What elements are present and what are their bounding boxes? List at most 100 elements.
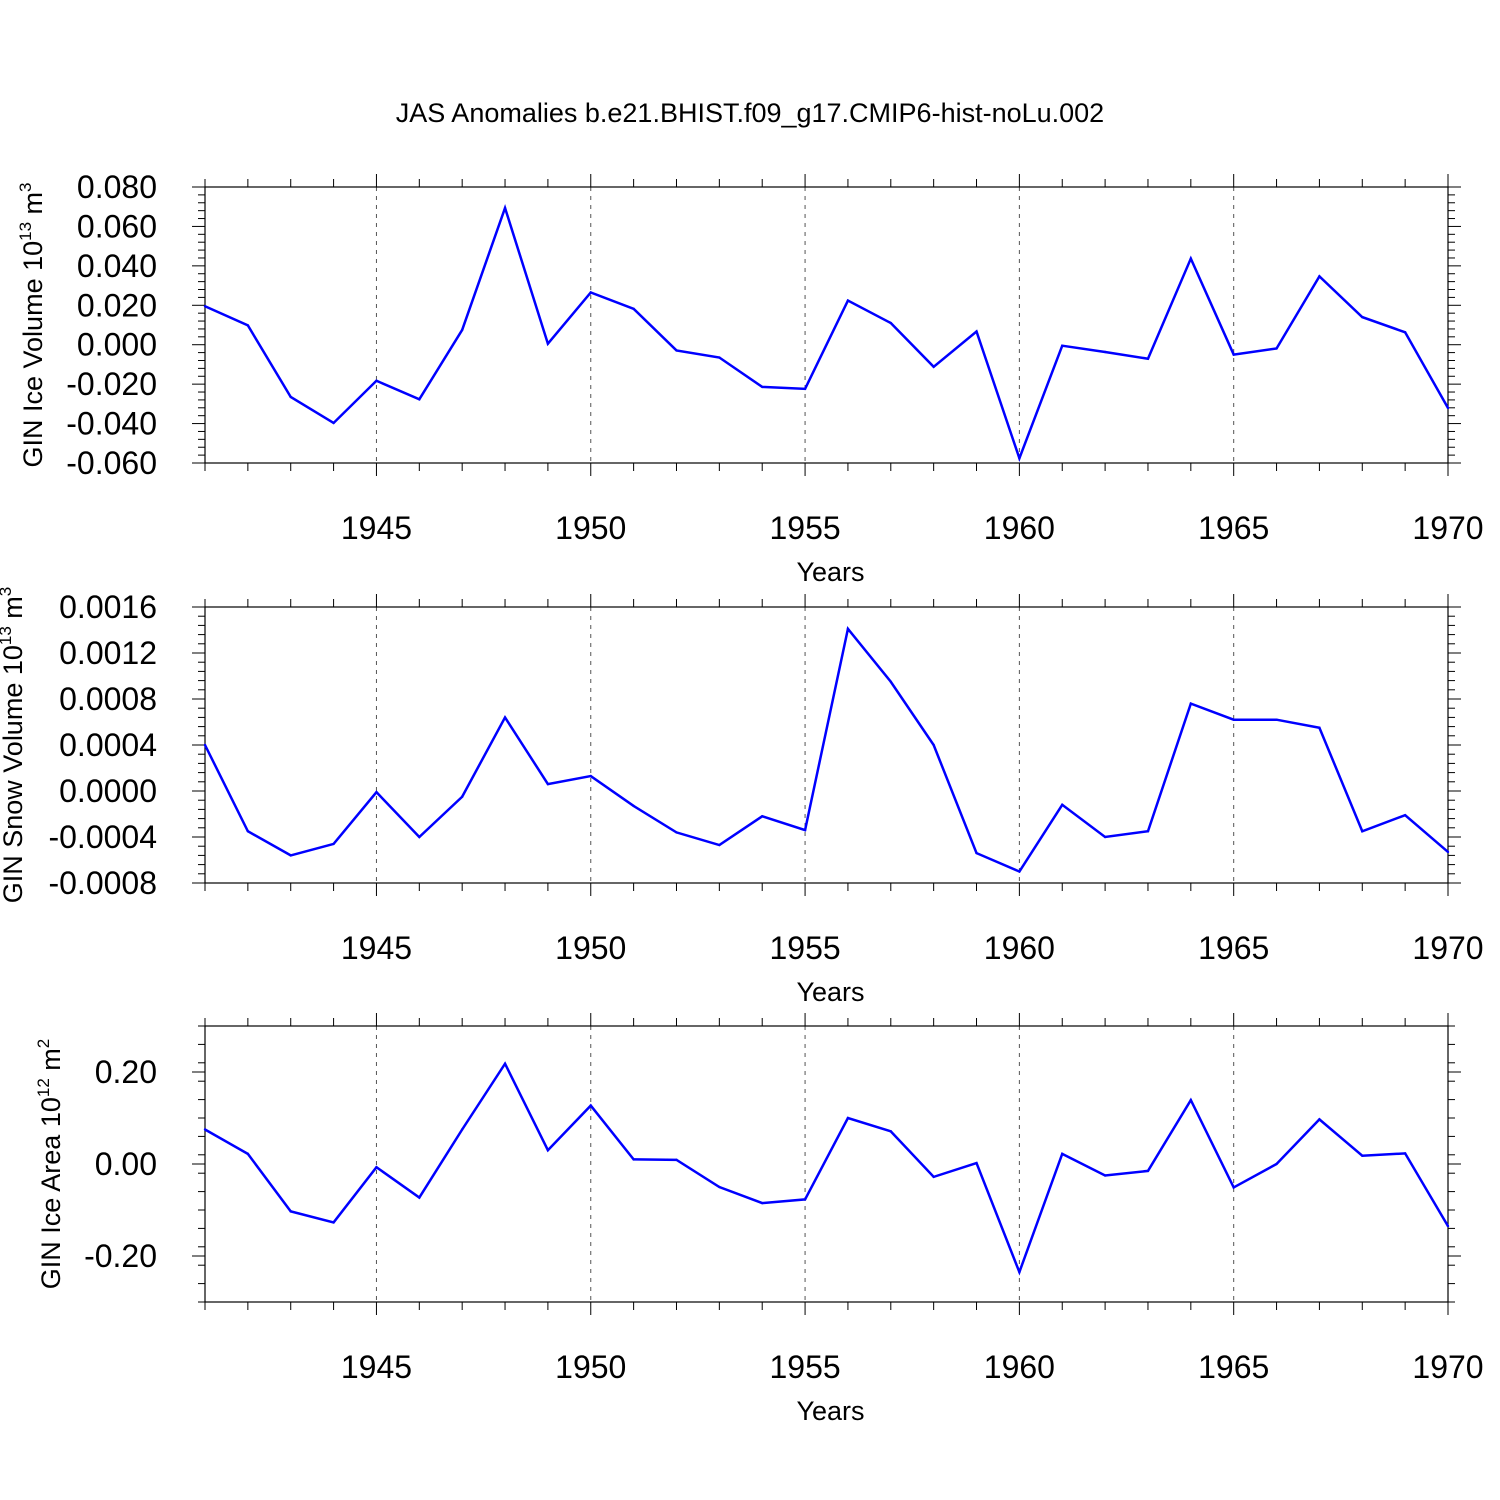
x-tick-label: 1945 [341, 510, 412, 546]
data-point [1403, 1152, 1407, 1155]
data-point [932, 1175, 935, 1179]
x-tick-label: 1955 [769, 1349, 840, 1385]
data-point [632, 307, 635, 311]
data-point [1146, 357, 1150, 360]
data-point [1361, 315, 1364, 319]
data-point [460, 328, 464, 332]
data-point [375, 790, 378, 794]
data-point [1446, 850, 1450, 854]
y-tick-label: -0.020 [66, 366, 157, 402]
data-point [1275, 718, 1278, 721]
data-point [632, 1158, 635, 1161]
data-point [803, 387, 807, 391]
data-point [1403, 331, 1407, 334]
data-point [1318, 1118, 1321, 1121]
data-point [589, 774, 592, 778]
data-point [1275, 347, 1278, 350]
data-point [1318, 726, 1321, 729]
data-point [1189, 702, 1193, 705]
y-tick-label: 0.0008 [59, 681, 157, 717]
data-point [975, 851, 978, 855]
data-point [1061, 1152, 1064, 1156]
x-tick-label: 1955 [769, 510, 840, 546]
data-point [675, 349, 678, 352]
data-point [1018, 457, 1021, 460]
x-tick-label: 1970 [1412, 930, 1483, 966]
plot-frame [204, 186, 1449, 464]
x-tick-label: 1950 [555, 510, 626, 546]
x-tick-label: 1960 [984, 1349, 1055, 1385]
data-point [460, 1128, 464, 1131]
data-point [546, 782, 550, 786]
data-point [246, 830, 250, 833]
series-line [204, 1061, 1450, 1276]
data-point [1018, 870, 1021, 873]
data-point [246, 1152, 250, 1156]
data-point [1103, 350, 1107, 354]
plot-frame [204, 1025, 1449, 1303]
x-tick-label: 1960 [984, 510, 1055, 546]
data-point [846, 1116, 850, 1120]
data-point [503, 1062, 507, 1065]
x-tick-label: 1955 [769, 930, 840, 966]
y-tick-label: 0.080 [77, 169, 157, 205]
data-point [761, 1201, 764, 1205]
data-point [332, 842, 335, 846]
data-point [889, 1130, 892, 1133]
data-point [1275, 1162, 1278, 1166]
y-tick-label: 0.000 [77, 327, 157, 363]
y-tick-label: 0.0004 [59, 727, 157, 763]
data-point [932, 365, 935, 368]
x-tick-label: 1945 [341, 1349, 412, 1385]
data-point [332, 421, 335, 425]
x-tick-label: 1965 [1198, 510, 1269, 546]
data-point [1403, 813, 1407, 817]
data-point [418, 398, 421, 401]
data-point [718, 843, 721, 847]
y-axis-title: GIN Ice Area 1012 m2 [34, 1039, 66, 1290]
data-point [718, 1185, 721, 1189]
data-point [1103, 1174, 1107, 1177]
y-tick-label: 0.0016 [59, 589, 157, 625]
x-tick-label: 1950 [555, 930, 626, 966]
data-point [846, 627, 850, 631]
data-point [675, 1158, 678, 1162]
data-point [761, 385, 764, 389]
series-line [204, 203, 1450, 462]
x-axis-title: Years [796, 1396, 864, 1426]
x-tick-label: 1965 [1198, 1349, 1269, 1385]
y-tick-label: 0.060 [77, 208, 157, 244]
x-tick-label: 1960 [984, 930, 1055, 966]
y-tick-label: 0.0012 [59, 635, 157, 671]
data-point [889, 321, 892, 325]
x-axis-title: Years [796, 557, 864, 587]
data-point [761, 815, 764, 818]
data-point [1361, 1154, 1364, 1157]
data-point [460, 795, 464, 798]
y-axis-title: GIN Ice Volume 1013 m3 [16, 182, 48, 467]
data-point [1361, 830, 1364, 833]
data-point [1061, 803, 1064, 806]
data-point [803, 828, 807, 832]
data-point [503, 716, 507, 719]
data-point [246, 324, 250, 327]
y-axis-title: GIN Snow Volume 1013 m3 [0, 587, 28, 904]
panel-2: -0.0008 -0.0004 0.0000 0.0004 0.0008 0.0012 0.… [0, 587, 1484, 1007]
data-point [418, 835, 421, 839]
x-tick-label: 1950 [555, 1349, 626, 1385]
data-point [418, 1196, 421, 1199]
data-point [932, 743, 935, 747]
y-tick-label: -0.0004 [48, 819, 157, 855]
chart-title: JAS Anomalies b.e21.BHIST.f09_g17.CMIP6-… [395, 98, 1105, 128]
x-tick-label: 1970 [1412, 510, 1483, 546]
data-point [289, 395, 292, 399]
data-point [375, 1166, 378, 1169]
data-point [1232, 353, 1235, 356]
data-point [1446, 406, 1450, 410]
y-tick-label: 0.0000 [59, 773, 157, 809]
data-point [375, 379, 378, 382]
data-point [332, 1221, 335, 1224]
data-point [975, 330, 978, 333]
